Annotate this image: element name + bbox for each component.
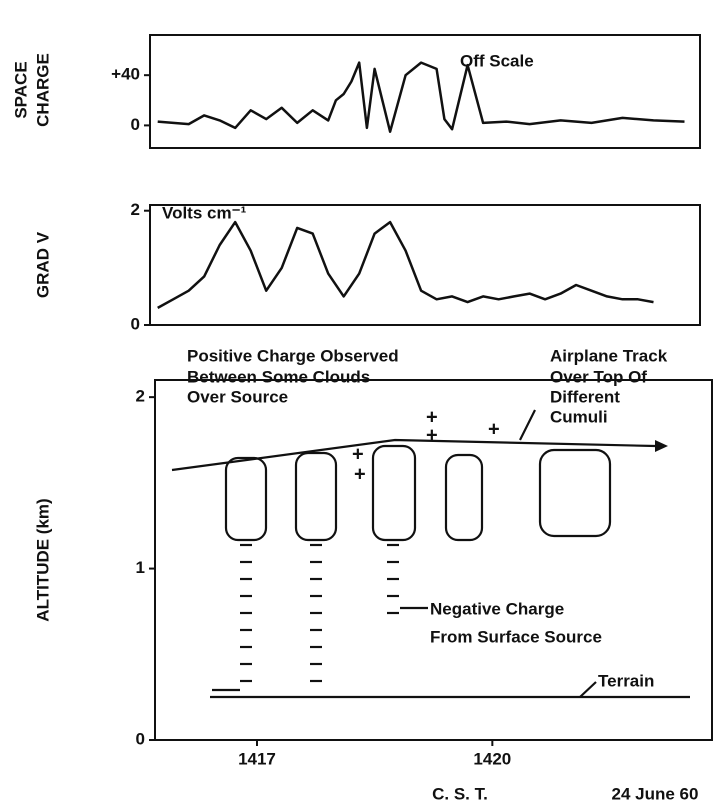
pointer bbox=[519, 409, 536, 441]
cloud bbox=[538, 448, 612, 538]
pointer bbox=[579, 681, 597, 698]
plus: + bbox=[426, 406, 438, 428]
annotation: Between Some Clouds bbox=[187, 367, 370, 386]
annotation: Off Scale bbox=[460, 51, 534, 70]
plot-frame bbox=[149, 204, 701, 326]
plus: + bbox=[354, 463, 366, 485]
cloud bbox=[444, 453, 484, 542]
plot-frame bbox=[149, 34, 701, 149]
annotation: Volts cm⁻¹ bbox=[162, 203, 247, 222]
y-tick-label: 0 bbox=[131, 314, 140, 333]
y-axis-label: CHARGE bbox=[33, 53, 52, 127]
y-tick-label: 2 bbox=[136, 387, 145, 406]
annotation: Over Source bbox=[187, 387, 288, 406]
data-line bbox=[157, 61, 685, 133]
annotation: Terrain bbox=[598, 671, 654, 690]
arrowhead bbox=[655, 440, 668, 452]
annotation: Cumuli bbox=[550, 407, 608, 426]
data-line bbox=[157, 220, 654, 309]
clouds bbox=[224, 444, 612, 542]
y-tick-label: 0 bbox=[131, 115, 140, 134]
annotation: Airplane Track bbox=[550, 346, 668, 365]
annotation: Negative Charge bbox=[430, 599, 564, 618]
x-tick-label: 1417 bbox=[238, 749, 276, 768]
annotation: From Surface Source bbox=[430, 627, 602, 646]
y-tick-label: +40 bbox=[111, 65, 140, 84]
cloud bbox=[224, 456, 268, 542]
y-tick-label: 0 bbox=[136, 729, 145, 748]
y-axis-label: SPACE bbox=[11, 61, 30, 118]
plus: + bbox=[488, 418, 500, 440]
plot-frame bbox=[154, 379, 713, 741]
plus: + bbox=[352, 443, 364, 465]
annotation: Positive Charge Observed bbox=[187, 346, 399, 365]
plus-signs: + + + + + bbox=[352, 406, 500, 485]
cloud bbox=[294, 451, 338, 542]
y-tick-label: 2 bbox=[131, 200, 140, 219]
annotation: Over Top Of bbox=[550, 367, 647, 386]
negative-charge-dashes bbox=[240, 543, 399, 683]
airplane-track bbox=[171, 438, 656, 472]
date-note: 24 June 60 bbox=[612, 784, 699, 803]
cloud bbox=[371, 444, 417, 542]
y-axis-label: GRAD V bbox=[33, 231, 52, 298]
y-axis-label: ALTITUDE (km) bbox=[33, 498, 52, 621]
x-tick-label: 1420 bbox=[473, 749, 511, 768]
y-tick-label: 1 bbox=[136, 558, 145, 577]
annotation: Different bbox=[550, 387, 620, 406]
x-axis-label: C. S. T. bbox=[432, 784, 488, 803]
plus: + bbox=[426, 424, 438, 446]
